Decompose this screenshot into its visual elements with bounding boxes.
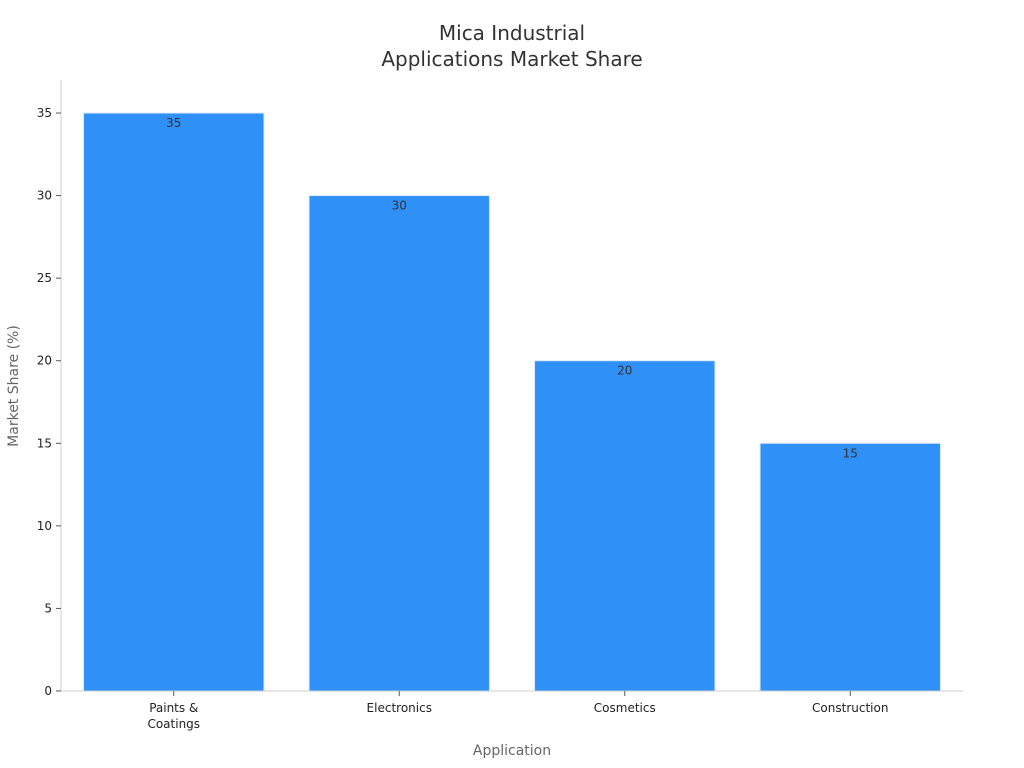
y-tick-label-0: 0 xyxy=(44,684,52,698)
chart-title-line-2: Applications Market Share xyxy=(381,47,642,71)
x-tick-label-2-line-0: Cosmetics xyxy=(594,701,656,715)
bar-0 xyxy=(83,112,265,692)
bar-2 xyxy=(534,360,716,692)
y-tick-label-1: 5 xyxy=(44,601,52,615)
bar-1 xyxy=(308,195,490,692)
bar-value-label-3: 15 xyxy=(843,446,858,460)
y-ticks-layer: 0 5 10 15 20 25 30 35 xyxy=(37,106,61,698)
data-labels-layer: 35 30 20 15 xyxy=(166,116,858,460)
y-tick-label-3: 15 xyxy=(37,436,52,450)
x-tick-label-3-line-0: Construction xyxy=(812,701,888,715)
y-tick-label-2: 10 xyxy=(37,519,52,533)
x-tick-label-0-line-0: Paints & xyxy=(149,701,198,715)
y-axis-title: Market Share (%) xyxy=(6,325,22,447)
x-tick-label-0-line-1: Coatings xyxy=(147,717,200,731)
y-tick-label-4: 20 xyxy=(37,354,52,368)
axes-layer xyxy=(60,80,963,692)
y-tick-label-6: 30 xyxy=(37,189,52,203)
chart-title-line-1: Mica Industrial xyxy=(439,21,585,45)
y-tick-label-5: 25 xyxy=(37,271,52,285)
x-tick-label-1-line-0: Electronics xyxy=(367,701,432,715)
x-axis-title: Application xyxy=(473,743,551,759)
bar-value-label-2: 20 xyxy=(617,364,632,378)
bar-3 xyxy=(759,442,941,692)
bar-value-label-1: 30 xyxy=(392,199,407,213)
bar-value-label-0: 35 xyxy=(166,116,181,130)
bars-layer xyxy=(83,112,941,692)
x-ticks-layer: Paints & Coatings Electronics Cosmetics Cons… xyxy=(147,691,888,731)
y-tick-label-7: 35 xyxy=(37,106,52,120)
